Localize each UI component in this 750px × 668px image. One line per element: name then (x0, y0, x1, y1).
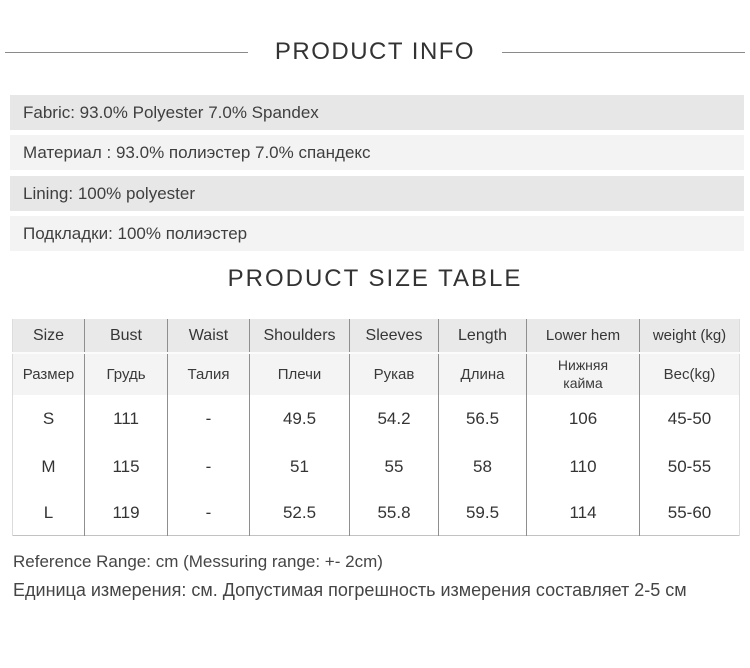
cell-bust: 115 (84, 443, 168, 491)
lower-hem-ru-label: Нижняя кайма (557, 357, 609, 391)
col-header-sleeves: Sleeves (349, 319, 439, 354)
cell-weight: 55-60 (639, 491, 740, 535)
table-header-row-ru: Размер Грудь Талия Плечи Рукав Длина Ниж… (12, 353, 740, 395)
cell-waist: - (167, 443, 250, 491)
header-line-right (502, 51, 746, 53)
col-header-bust-ru: Грудь (84, 353, 168, 395)
cell-length: 59.5 (438, 491, 527, 535)
cell-size: L (12, 491, 85, 535)
col-header-weight: weight (kg) (639, 319, 740, 354)
cell-length: 56.5 (438, 395, 527, 443)
fabric-row-ru: Материал : 93.0% полиэстер 7.0% спандекс (10, 135, 744, 170)
col-header-size-ru: Размер (12, 353, 85, 395)
col-header-lower-hem-ru: Нижняя кайма (526, 353, 640, 395)
product-info-title: PRODUCT INFO (274, 38, 476, 65)
cell-lower-hem: 110 (526, 443, 640, 491)
col-header-sleeves-ru: Рукав (349, 353, 439, 395)
table-row-size-s: S 111 - 49.5 54.2 56.5 106 45-50 (12, 395, 740, 443)
col-header-length-ru: Длина (438, 353, 527, 395)
col-header-weight-ru: Вес(kg) (639, 353, 740, 395)
table-header-row-en: Size Bust Waist Shoulders Sleeves Length… (12, 319, 740, 354)
reference-range-en: Reference Range: cm (Messuring range: +-… (13, 551, 383, 571)
product-info-page: { "colors": { "page_bg": "#ffffff", "row… (0, 38, 750, 668)
fabric-info-list: Fabric: 93.0% Polyester 7.0% Spandex Мат… (10, 95, 744, 251)
cell-sleeves: 55 (349, 443, 439, 491)
header-line-left (4, 51, 248, 53)
cell-waist: - (167, 395, 250, 443)
cell-waist: - (167, 491, 250, 535)
col-header-size: Size (12, 319, 85, 354)
size-table-container: Size Bust Waist Shoulders Sleeves Length… (12, 319, 750, 536)
cell-shoulders: 49.5 (249, 395, 350, 443)
cell-sleeves: 55.8 (349, 491, 439, 535)
cell-sleeves: 54.2 (349, 395, 439, 443)
table-row-size-m: M 115 - 51 55 58 110 50-55 (12, 443, 740, 491)
table-row-size-l: L 119 - 52.5 55.8 59.5 114 55-60 (12, 491, 740, 535)
col-header-waist-ru: Талия (167, 353, 250, 395)
col-header-length: Length (438, 319, 527, 354)
col-header-lower-hem: Lower hem (526, 319, 640, 354)
size-table-title: PRODUCT SIZE TABLE (227, 265, 523, 292)
col-header-shoulders: Shoulders (249, 319, 350, 354)
size-table-header: PRODUCT SIZE TABLE (0, 264, 750, 294)
reference-range-ru: Единица измерения: см. Допустимая погреш… (13, 579, 687, 600)
cell-bust: 111 (84, 395, 168, 443)
lining-row-en: Lining: 100% polyester (10, 176, 744, 211)
cell-bust: 119 (84, 491, 168, 535)
cell-lower-hem: 106 (526, 395, 640, 443)
cell-lower-hem: 114 (526, 491, 640, 535)
cell-weight: 50-55 (639, 443, 740, 491)
col-header-waist: Waist (167, 319, 250, 354)
col-header-shoulders-ru: Плечи (249, 353, 350, 395)
col-header-bust: Bust (84, 319, 168, 354)
product-info-header: PRODUCT INFO (0, 38, 750, 66)
cell-size: M (12, 443, 85, 491)
cell-length: 58 (438, 443, 527, 491)
fabric-row-en: Fabric: 93.0% Polyester 7.0% Spandex (10, 95, 744, 130)
cell-weight: 45-50 (639, 395, 740, 443)
size-table: Size Bust Waist Shoulders Sleeves Length… (12, 319, 740, 536)
cell-size: S (12, 395, 85, 443)
cell-shoulders: 52.5 (249, 491, 350, 535)
reference-notes: Reference Range: cm (Messuring range: +-… (13, 550, 750, 603)
cell-shoulders: 51 (249, 443, 350, 491)
lining-row-ru: Подкладки: 100% полиэстер (10, 216, 744, 251)
